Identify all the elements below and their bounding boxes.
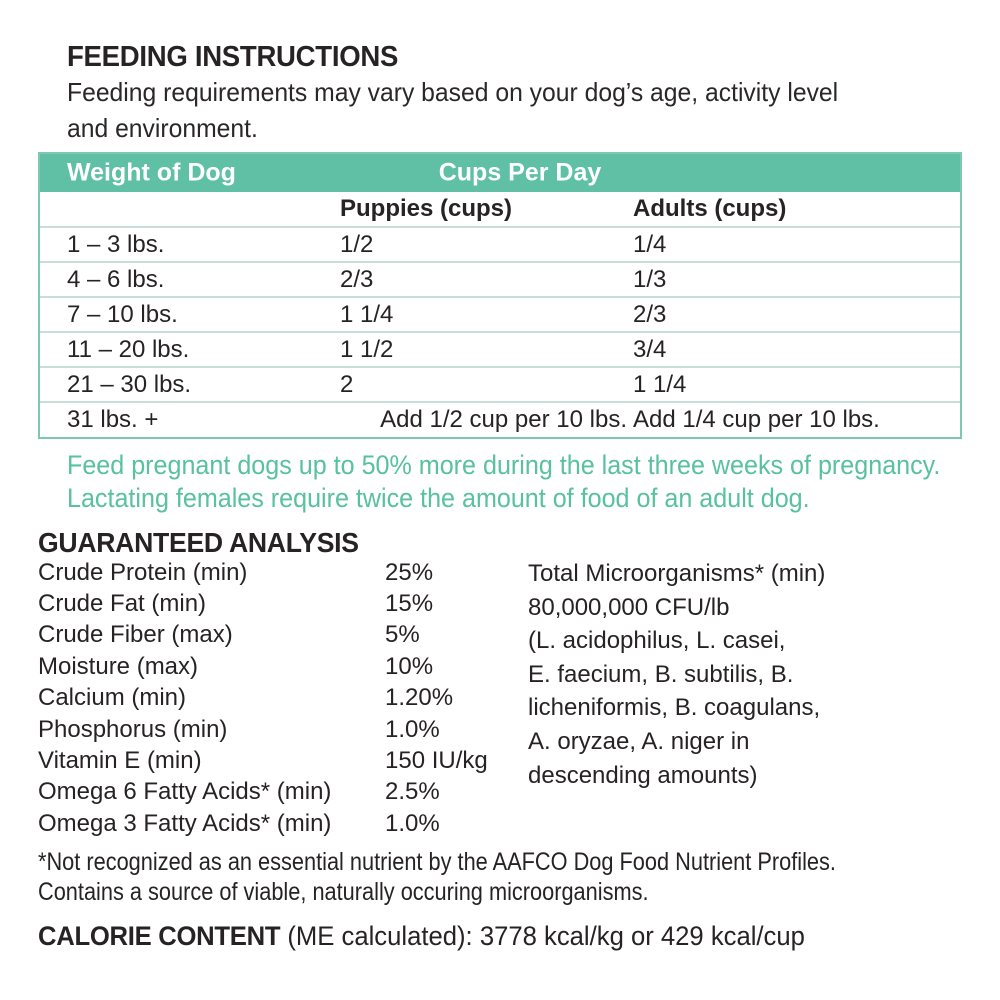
adults-cups-value: 2/3 bbox=[633, 300, 667, 328]
feeding-instructions-heading: FEEDING INSTRUCTIONS bbox=[67, 41, 399, 73]
nutrient-label: Phosphorus (min) bbox=[38, 715, 228, 743]
nutrient-value: 1.20% bbox=[385, 684, 454, 712]
pregnancy-note-line-2: Lactating females require twice the amou… bbox=[67, 483, 810, 513]
nutrient-label: Omega 6 Fatty Acids* (min) bbox=[38, 778, 332, 806]
adults-cups-value: 3/4 bbox=[633, 335, 667, 363]
aafco-footnote: *Not recognized as an essential nutrient… bbox=[38, 847, 836, 907]
pregnancy-note-line-1: Feed pregnant dogs up to 50% more during… bbox=[67, 450, 941, 480]
nutrient-value: 15% bbox=[385, 590, 434, 618]
guaranteed-analysis-heading: GUARANTEED ANALYSIS bbox=[38, 527, 359, 558]
list-item: Crude Fiber (max) 5% bbox=[38, 620, 508, 651]
feeding-text-line-2: and environment. bbox=[67, 113, 258, 143]
nutrient-value: 1.0% bbox=[385, 715, 440, 743]
nutrient-label: Crude Fat (min) bbox=[38, 590, 207, 618]
adults-cups-value: 1/3 bbox=[633, 265, 667, 293]
table-row: 21 – 30 lbs. 2 1 1/4 bbox=[40, 366, 960, 401]
puppies-cups-value: 2/3 bbox=[340, 265, 374, 293]
nutrient-label: Crude Fiber (max) bbox=[38, 621, 233, 649]
table-row: 31 lbs. + Add 1/2 cup per 10 lbs. Add 1/… bbox=[40, 401, 960, 437]
adults-cups-value: 1 1/4 bbox=[633, 370, 687, 398]
nutrient-value: 25% bbox=[385, 558, 434, 586]
list-item: Moisture (max) 10% bbox=[38, 651, 508, 682]
weight-range: 11 – 20 lbs. bbox=[67, 335, 190, 363]
adults-cups-value: 1/4 bbox=[633, 230, 667, 258]
puppies-cups-value: 2 bbox=[340, 370, 354, 398]
list-item: Crude Fat (min) 15% bbox=[38, 588, 508, 619]
nutrient-label: Crude Protein (min) bbox=[38, 558, 248, 586]
weight-range: 21 – 30 lbs. bbox=[67, 370, 192, 398]
nutrient-value: 1.0% bbox=[385, 809, 440, 837]
total-microorganisms-block: Total Microorganisms* (min) 80,000,000 C… bbox=[528, 557, 948, 792]
feeding-instructions-text: Feeding requirements may vary based on y… bbox=[67, 74, 838, 146]
calorie-content-value: (ME calculated): 3778 kcal/kg or 429 kca… bbox=[280, 921, 805, 951]
list-item: Omega 6 Fatty Acids* (min) 2.5% bbox=[38, 777, 508, 808]
calorie-content-heading: CALORIE CONTENT bbox=[38, 921, 281, 951]
footnote-line-1: *Not recognized as an essential nutrient… bbox=[38, 848, 836, 876]
list-item: Calcium (min) 1.20% bbox=[38, 683, 508, 714]
list-item: Omega 3 Fatty Acids* (min) 1.0% bbox=[38, 808, 508, 839]
weight-range: 7 – 10 lbs. bbox=[67, 300, 178, 328]
list-item: Crude Protein (min) 25% bbox=[38, 557, 508, 588]
weight-range: 4 – 6 lbs. bbox=[67, 265, 165, 293]
feeding-table-subheader-row: Puppies (cups) Adults (cups) bbox=[40, 192, 960, 226]
nutrient-label: Omega 3 Fatty Acids* (min) bbox=[38, 809, 332, 837]
calorie-content-line: CALORIE CONTENT (ME calculated): 3778 kc… bbox=[38, 921, 805, 952]
list-item: Phosphorus (min) 1.0% bbox=[38, 714, 508, 745]
microorganisms-line-5: licheniformis, B. coagulans, bbox=[528, 694, 821, 722]
weight-of-dog-header: Weight of Dog bbox=[67, 158, 236, 187]
pregnancy-feeding-note: Feed pregnant dogs up to 50% more during… bbox=[67, 449, 940, 515]
puppies-cups-value: 1 1/2 bbox=[340, 335, 394, 363]
footnote-line-2: Contains a source of viable, naturally o… bbox=[38, 878, 649, 906]
microorganisms-line-7: descending amounts) bbox=[528, 761, 758, 789]
nutrient-value: 150 IU/kg bbox=[385, 747, 488, 775]
puppies-column-header: Puppies (cups) bbox=[340, 195, 513, 222]
guaranteed-analysis-list: Crude Protein (min) 25% Crude Fat (min) … bbox=[38, 557, 508, 840]
table-row: 7 – 10 lbs. 1 1/4 2/3 bbox=[40, 296, 960, 331]
microorganisms-line-3: (L. acidophilus, L. casei, bbox=[528, 627, 786, 655]
microorganisms-line-2: 80,000,000 CFU/lb bbox=[528, 593, 730, 621]
feeding-table-header-row: Weight of Dog Cups Per Day bbox=[40, 154, 960, 192]
table-row: 1 – 3 lbs. 1/2 1/4 bbox=[40, 226, 960, 261]
puppies-cups-value: 1 1/4 bbox=[340, 300, 394, 328]
nutrient-label: Moisture (max) bbox=[38, 652, 199, 680]
adults-column-header: Adults (cups) bbox=[633, 195, 787, 222]
cups-per-day-header: Cups Per Day bbox=[438, 158, 602, 187]
table-row: 4 – 6 lbs. 2/3 1/3 bbox=[40, 261, 960, 296]
adults-cups-value: Add 1/4 cup per 10 lbs. bbox=[633, 406, 880, 433]
table-row: 11 – 20 lbs. 1 1/2 3/4 bbox=[40, 331, 960, 366]
puppies-cups-value: 1/2 bbox=[340, 230, 374, 258]
nutrient-label: Vitamin E (min) bbox=[38, 747, 202, 775]
feeding-text-line-1: Feeding requirements may vary based on y… bbox=[67, 77, 839, 107]
microorganisms-line-1: Total Microorganisms* (min) bbox=[528, 560, 826, 587]
microorganisms-line-6: A. oryzae, A. niger in bbox=[528, 727, 750, 755]
nutrient-value: 2.5% bbox=[385, 778, 440, 806]
puppies-cups-value: Add 1/2 cup per 10 lbs. bbox=[380, 406, 627, 433]
nutrient-value: 10% bbox=[385, 652, 434, 680]
nutrient-value: 5% bbox=[385, 621, 420, 649]
weight-range: 1 – 3 lbs. bbox=[67, 230, 165, 258]
weight-range: 31 lbs. + bbox=[67, 406, 159, 433]
microorganisms-line-4: E. faecium, B. subtilis, B. bbox=[528, 660, 794, 688]
nutrient-label: Calcium (min) bbox=[38, 684, 187, 712]
list-item: Vitamin E (min) 150 IU/kg bbox=[38, 745, 508, 776]
feeding-table: Weight of Dog Cups Per Day Puppies (cups… bbox=[38, 152, 962, 439]
